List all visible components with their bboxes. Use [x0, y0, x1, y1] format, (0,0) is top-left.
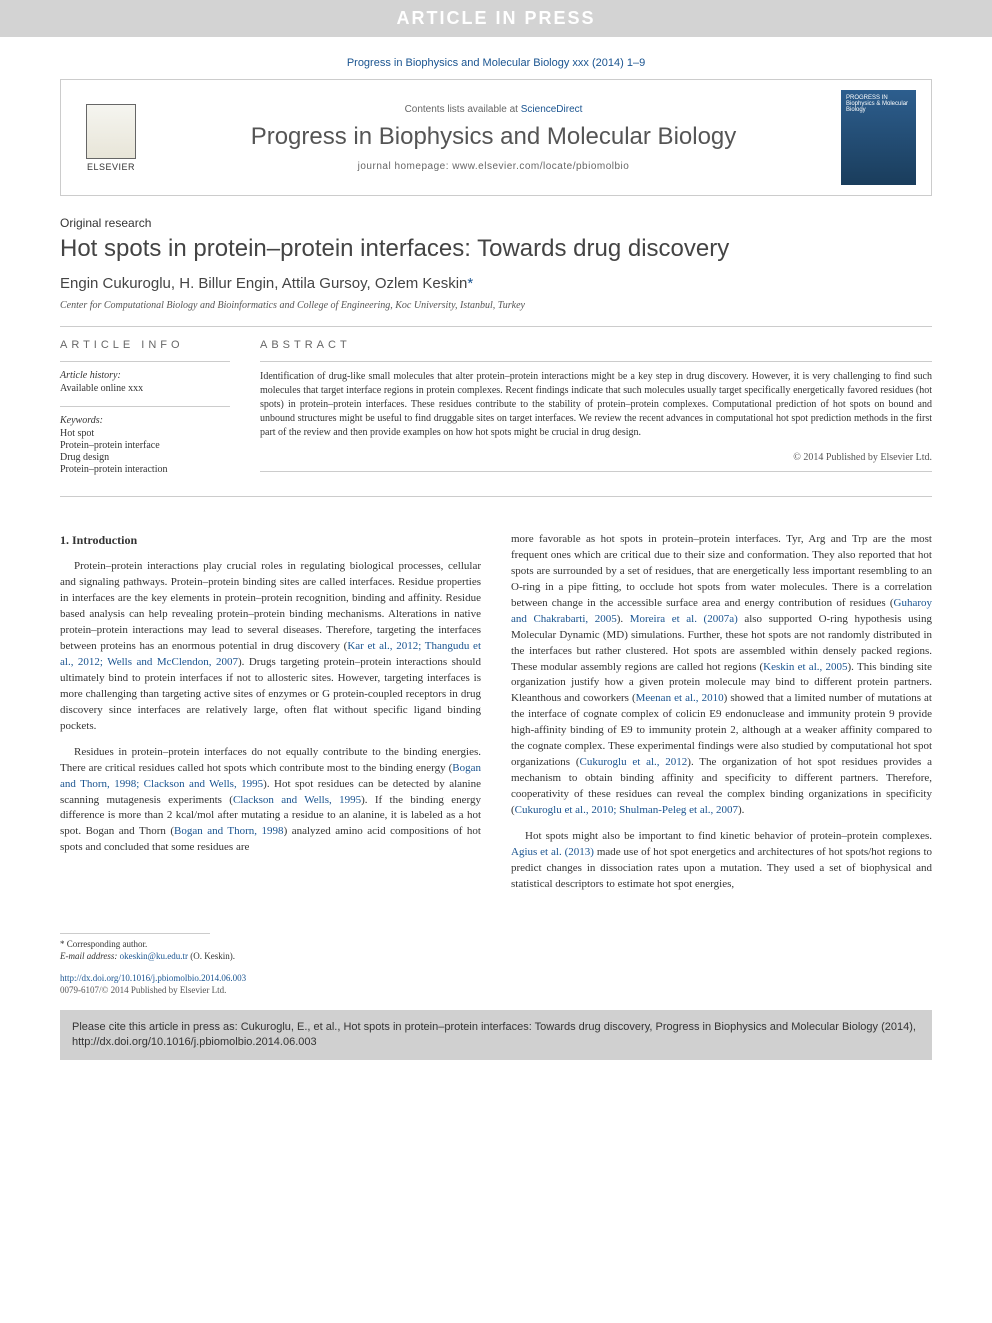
history-label: Article history:	[60, 370, 230, 381]
citation-link[interactable]: Keskin et al., 2005	[763, 661, 847, 673]
citation-link[interactable]: Bogan and Thorn, 1998	[174, 825, 284, 837]
keyword: Hot spot	[60, 428, 230, 439]
citation-link[interactable]: Clackson and Wells, 1995	[233, 794, 361, 806]
body-text-columns: 1. Introduction Protein–protein interact…	[60, 532, 932, 903]
keyword: Drug design	[60, 452, 230, 463]
history-value: Available online xxx	[60, 383, 230, 394]
corresponding-author-note: * Corresponding author.	[60, 939, 932, 949]
citation-link[interactable]: Moreira et al. (2007a)	[630, 613, 738, 625]
body-paragraph: Hot spots might also be important to fin…	[511, 829, 932, 893]
journal-cover-thumbnail: PROGRESS IN Biophysics & Molecular Biolo…	[841, 90, 916, 185]
footer-divider	[60, 933, 210, 934]
contents-available-line: Contents lists available at ScienceDirec…	[166, 104, 821, 115]
doi-link[interactable]: http://dx.doi.org/10.1016/j.pbiomolbio.2…	[60, 973, 932, 983]
abstract-heading: ABSTRACT	[260, 339, 932, 351]
body-paragraph: Residues in protein–protein interfaces d…	[60, 745, 481, 857]
divider	[60, 326, 932, 327]
abstract-text: Identification of drug-like small molecu…	[260, 370, 932, 440]
contents-text: Contents lists available at	[405, 104, 521, 115]
header-center: Contents lists available at ScienceDirec…	[146, 104, 841, 172]
journal-header: ELSEVIER Contents lists available at Sci…	[60, 79, 932, 196]
homepage-label: journal homepage:	[358, 161, 453, 172]
article-content: Original research Hot spots in protein–p…	[0, 216, 992, 903]
body-column-left: 1. Introduction Protein–protein interact…	[60, 532, 481, 903]
article-title: Hot spots in protein–protein interfaces:…	[60, 235, 932, 263]
divider	[60, 496, 932, 497]
email-label: E-mail address:	[60, 951, 120, 961]
author-list: Engin Cukuroglu, H. Billur Engin, Attila…	[60, 275, 932, 292]
journal-reference: Progress in Biophysics and Molecular Bio…	[0, 37, 992, 79]
body-paragraph: Protein–protein interactions play crucia…	[60, 559, 481, 734]
elsevier-tree-icon	[86, 104, 136, 159]
footer-area: * Corresponding author. E-mail address: …	[0, 933, 992, 995]
homepage-line: journal homepage: www.elsevier.com/locat…	[166, 161, 821, 172]
abstract-copyright: © 2014 Published by Elsevier Ltd.	[260, 452, 932, 463]
keyword: Protein–protein interface	[60, 440, 230, 451]
sciencedirect-link[interactable]: ScienceDirect	[521, 104, 583, 115]
issn-line: 0079-6107/© 2014 Published by Elsevier L…	[60, 985, 932, 995]
elsevier-logo: ELSEVIER	[76, 98, 146, 178]
email-line: E-mail address: okeskin@ku.edu.tr (O. Ke…	[60, 951, 932, 961]
authors-text: Engin Cukuroglu, H. Billur Engin, Attila…	[60, 275, 467, 292]
body-column-right: more favorable as hot spots in protein–p…	[511, 532, 932, 903]
citation-link[interactable]: Cukuroglu et al., 2012	[580, 756, 688, 768]
intro-heading: 1. Introduction	[60, 532, 481, 549]
journal-title: Progress in Biophysics and Molecular Bio…	[166, 123, 821, 151]
article-type: Original research	[60, 216, 932, 230]
article-info-column: ARTICLE INFO Article history: Available …	[60, 339, 230, 476]
citation-link[interactable]: Cukuroglu et al., 2010; Shulman-Peleg et…	[515, 804, 738, 816]
citation-link[interactable]: Meenan et al., 2010	[636, 692, 724, 704]
info-abstract-row: ARTICLE INFO Article history: Available …	[60, 339, 932, 476]
keyword: Protein–protein interaction	[60, 464, 230, 475]
keywords-list: Hot spot Protein–protein interface Drug …	[60, 428, 230, 475]
publisher-name: ELSEVIER	[87, 162, 135, 172]
homepage-url[interactable]: www.elsevier.com/locate/pbiomolbio	[452, 161, 629, 172]
email-link[interactable]: okeskin@ku.edu.tr	[120, 951, 188, 961]
citation-link[interactable]: Agius et al. (2013)	[511, 846, 594, 858]
abstract-column: ABSTRACT Identification of drug-like sma…	[260, 339, 932, 476]
corresponding-author-star: *	[467, 275, 473, 292]
keywords-label: Keywords:	[60, 415, 230, 426]
citation-box: Please cite this article in press as: Cu…	[60, 1010, 932, 1061]
article-in-press-banner: ARTICLE IN PRESS	[0, 0, 992, 37]
article-info-heading: ARTICLE INFO	[60, 339, 230, 351]
email-person: (O. Keskin).	[188, 951, 235, 961]
affiliation: Center for Computational Biology and Bio…	[60, 300, 932, 311]
body-paragraph: more favorable as hot spots in protein–p…	[511, 532, 932, 819]
